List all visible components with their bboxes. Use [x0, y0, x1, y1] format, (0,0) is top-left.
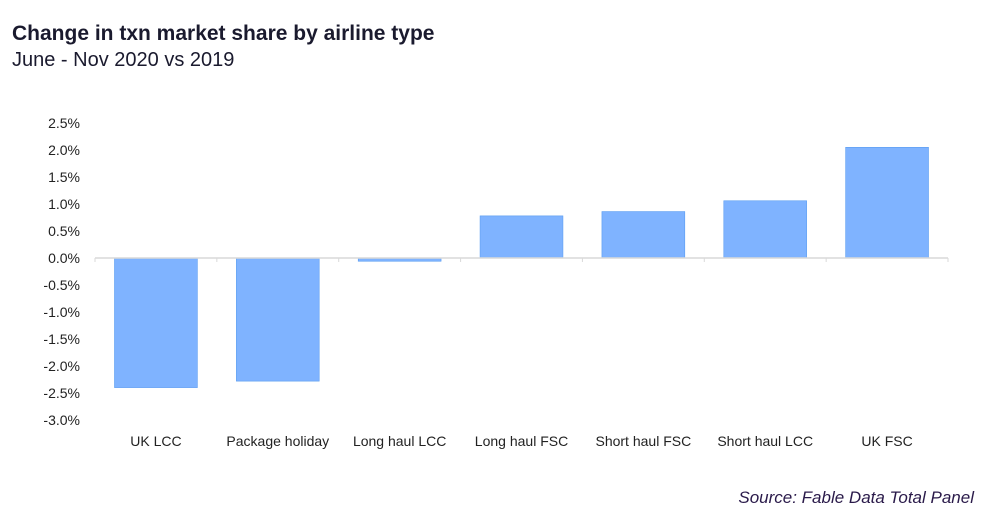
bar — [601, 211, 686, 259]
x-category-label: UK LCC — [130, 433, 181, 449]
chart-title: Change in txn market share by airline ty… — [12, 22, 435, 45]
y-tick-label: 1.0% — [48, 196, 80, 212]
chart-subtitle: June - Nov 2020 vs 2019 — [12, 49, 235, 71]
y-tick-label: -2.0% — [43, 358, 80, 374]
x-category-label: Short haul LCC — [717, 433, 813, 449]
y-tick-label: -1.0% — [43, 304, 80, 320]
x-category-label: UK FSC — [861, 433, 912, 449]
y-tick-label: -2.5% — [43, 385, 80, 401]
bar — [723, 200, 807, 259]
y-tick-label: -3.0% — [43, 412, 80, 428]
y-axis-ticks: 2.5% 2.0% 1.5% 1.0% 0.5% 0.0% -0.5% -1.0% -1.5% -… — [43, 115, 80, 428]
x-axis-labels: UK LCC Package holiday Long haul LCC Long h… — [130, 433, 912, 449]
bar — [845, 147, 929, 259]
bar — [114, 257, 198, 388]
y-tick-label: -0.5% — [43, 277, 80, 293]
y-tick-label: 1.5% — [48, 169, 80, 185]
y-tick-label: 2.5% — [48, 115, 80, 131]
y-tick-label: 2.0% — [48, 142, 80, 158]
x-category-label: Long haul LCC — [353, 433, 446, 449]
y-tick-label: -1.5% — [43, 331, 80, 347]
y-tick-label: 0.0% — [48, 250, 80, 266]
x-category-label: Long haul FSC — [475, 433, 568, 449]
bars — [114, 147, 929, 388]
x-category-label: Package holiday — [226, 433, 329, 449]
x-category-label: Short haul FSC — [595, 433, 691, 449]
bar — [236, 257, 320, 382]
bar — [479, 215, 564, 259]
y-tick-label: 0.5% — [48, 223, 80, 239]
source-note: Source: Fable Data Total Panel — [738, 488, 974, 507]
